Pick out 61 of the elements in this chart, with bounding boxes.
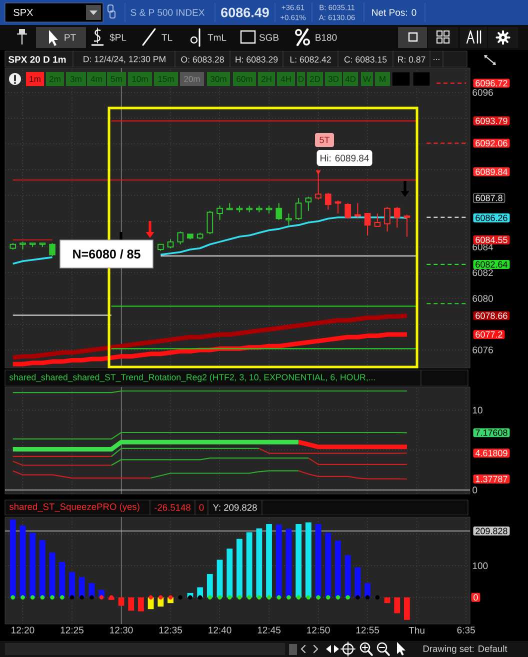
- text: 1.37787: [476, 476, 508, 482]
- text: B180: [316, 34, 337, 41]
- y-tick-label: 6076: [472, 346, 493, 354]
- text: 6089.84: [476, 168, 508, 175]
- text: SGB: [259, 34, 279, 41]
- y-tick-label: 0: [472, 486, 478, 494]
- text: 6087.8: [476, 194, 502, 202]
- text: PT: [64, 34, 76, 41]
- x-tick-label: 12:20: [12, 626, 34, 634]
- text: Drawing set: Default: [423, 645, 508, 654]
- text: L: 6082.42: [290, 56, 331, 63]
- ref-line-label: 209.828: [476, 528, 508, 534]
- y-tick-label: 6080: [472, 295, 493, 302]
- data-label: 6092.06: [476, 140, 508, 146]
- annotation: Hi: 6089.84: [320, 154, 369, 162]
- text: 6086.49: [221, 8, 269, 18]
- text: ...: [434, 59, 440, 60]
- text: O: 6083.28: [181, 56, 224, 63]
- x-tick-label: 12:25: [60, 626, 84, 634]
- y-tick-label: 6084: [472, 244, 494, 250]
- annotation: 1m: [30, 76, 40, 82]
- y-tick-label: 0: [474, 594, 478, 601]
- text: 4.61809: [475, 450, 508, 456]
- y-tick-label: 100: [472, 562, 488, 570]
- annotation: N=6080 / 85: [73, 249, 140, 259]
- text: H: 6083.29: [236, 56, 278, 63]
- text: 6084.55: [476, 236, 508, 244]
- text: SPX: [14, 8, 33, 16]
- x-tick-label: 6:35: [457, 626, 475, 634]
- x-tick-label: 12:45: [258, 626, 281, 634]
- text: 6077.2: [476, 331, 502, 338]
- text: 7.17608: [476, 430, 508, 436]
- chart-title: shared_ST_SqueezePRO (yes): [9, 503, 140, 512]
- text: Y: 209.828: [212, 504, 257, 511]
- y-tick-label: 6096: [472, 89, 493, 96]
- text: C: 6083.15: [344, 56, 387, 63]
- y-tick-label: 6082: [472, 269, 493, 276]
- data-label: 6082.64: [476, 261, 508, 268]
- text: $PL: [110, 34, 126, 42]
- text: 6078.66: [476, 312, 508, 319]
- data-label: 6096.72: [476, 80, 508, 86]
- text: TmL: [208, 34, 226, 41]
- text: 6093.79: [476, 118, 508, 124]
- x-tick-label: Thu: [408, 626, 424, 634]
- y-tick-label: 10: [472, 406, 482, 414]
- chart-title: SPX 20 D 1m: [8, 56, 66, 63]
- text: 0: [199, 504, 204, 511]
- text: R: 0.87: [398, 56, 426, 63]
- text: S & P 500 INDEX: [130, 9, 205, 16]
- text: D: 12/4/24, 12:30 PM: [84, 56, 166, 64]
- x-tick-label: 12:30: [110, 626, 133, 634]
- text: -26.5148: [154, 504, 190, 511]
- text: TL: [162, 34, 172, 41]
- text: 6086.26: [476, 214, 508, 222]
- text: Net Pos: 0: [372, 9, 416, 16]
- x-tick-label: 12:50: [307, 626, 330, 634]
- chart-title: shared_shared_shared_ST_Trend_Rotation_Reg2 (HTF2, 3, 10, EXPONENTIAL, 6, HOUR,...: [9, 374, 375, 382]
- x-tick-label: 12:55: [356, 626, 380, 634]
- x-tick-label: 12:35: [159, 626, 182, 634]
- annotation: 5T: [320, 136, 330, 144]
- x-tick-label: 12:40: [208, 626, 232, 634]
